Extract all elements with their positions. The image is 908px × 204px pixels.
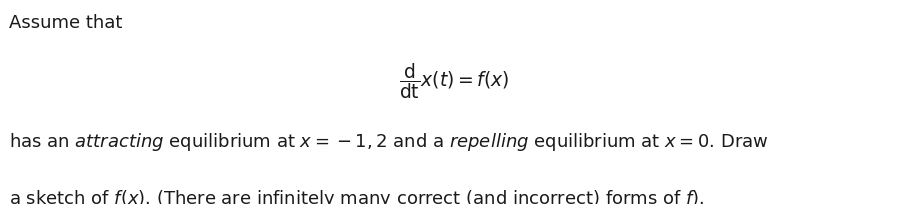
Text: $\dfrac{\mathrm{d}}{\mathrm{dt}}x(t) = f(x)$: $\dfrac{\mathrm{d}}{\mathrm{dt}}x(t) = f… xyxy=(399,61,509,101)
Text: a sketch of $f(x)$. (There are infinitely many correct (and incorrect) forms of : a sketch of $f(x)$. (There are infinitel… xyxy=(9,188,705,204)
Text: Assume that: Assume that xyxy=(9,14,123,32)
Text: has an $\mathit{attracting}$ equilibrium at $x=-1,2$ and a $\mathit{repelling}$ : has an $\mathit{attracting}$ equilibrium… xyxy=(9,131,769,153)
